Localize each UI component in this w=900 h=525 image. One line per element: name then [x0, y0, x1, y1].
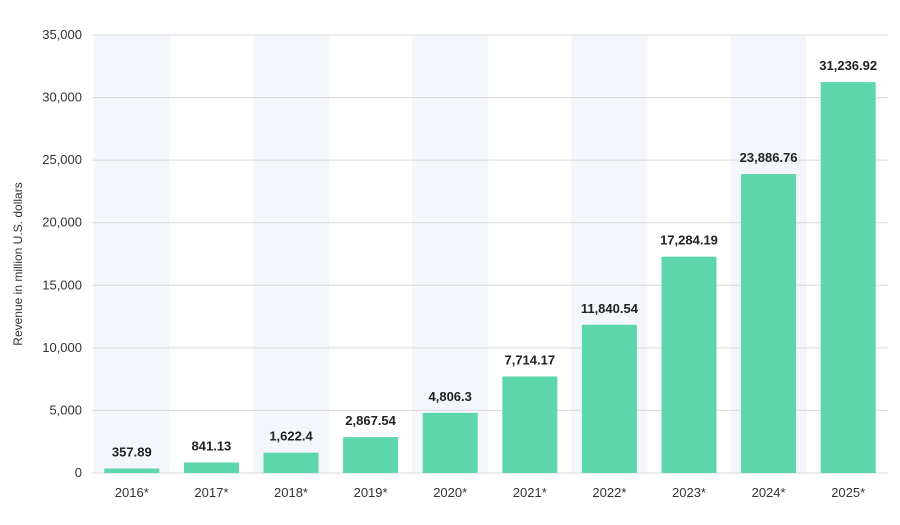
y-axis-ticks: 0 5,000 10,000 15,000 20,000 25,000 30,000 35,0…	[42, 27, 82, 480]
bar	[741, 174, 797, 473]
gridlines	[92, 34, 888, 474]
bar	[422, 412, 478, 473]
background-band	[412, 35, 489, 473]
data-label: 23,886.76	[740, 150, 798, 165]
x-tick-label: 2025*	[831, 485, 865, 500]
x-axis-ticks: 2016* 2017* 2018* 2019* 2020* 2021* 2022* 2023*…	[115, 485, 865, 500]
x-tick-label: 2022*	[592, 485, 626, 500]
data-label: 4,806.3	[429, 389, 472, 404]
data-label: 2,867.54	[345, 413, 396, 428]
y-tick-label: 20,000	[42, 215, 82, 230]
y-tick-label: 10,000	[42, 340, 82, 355]
data-labels: 357.89 841.13 1,622.4 2,867.54 4,806.3 7,714.…	[112, 58, 877, 459]
data-label: 1,622.4	[269, 429, 313, 444]
bar	[502, 376, 558, 473]
data-label: 357.89	[112, 445, 152, 460]
y-tick-label: 30,000	[42, 90, 82, 105]
data-label: 31,236.92	[819, 58, 877, 73]
background-band	[253, 35, 329, 473]
x-tick-label: 2018*	[274, 485, 308, 500]
data-label: 17,284.19	[660, 233, 718, 248]
bar	[183, 462, 239, 473]
bar	[820, 82, 876, 473]
bar	[263, 452, 319, 473]
bar	[661, 256, 717, 473]
data-label: 841.13	[192, 438, 232, 453]
x-tick-label: 2017*	[194, 485, 228, 500]
x-tick-label: 2024*	[752, 485, 786, 500]
data-label: 7,714.17	[504, 352, 555, 367]
y-tick-label: 35,000	[42, 27, 82, 42]
y-tick-label: 0	[75, 465, 82, 480]
x-tick-label: 2019*	[354, 485, 388, 500]
y-axis-title: Revenue in million U.S. dollars	[11, 182, 25, 345]
bars	[104, 82, 876, 473]
y-tick-label: 25,000	[42, 152, 82, 167]
x-tick-label: 2020*	[433, 485, 467, 500]
x-tick-label: 2021*	[513, 485, 547, 500]
x-tick-label: 2016*	[115, 485, 149, 500]
bar	[581, 324, 637, 473]
background-band	[93, 35, 170, 473]
y-tick-label: 15,000	[42, 277, 82, 292]
y-tick-label: 5,000	[49, 402, 82, 417]
x-tick-label: 2023*	[672, 485, 706, 500]
bar	[104, 468, 160, 473]
data-label: 11,840.54	[581, 301, 639, 316]
bar	[343, 437, 399, 473]
